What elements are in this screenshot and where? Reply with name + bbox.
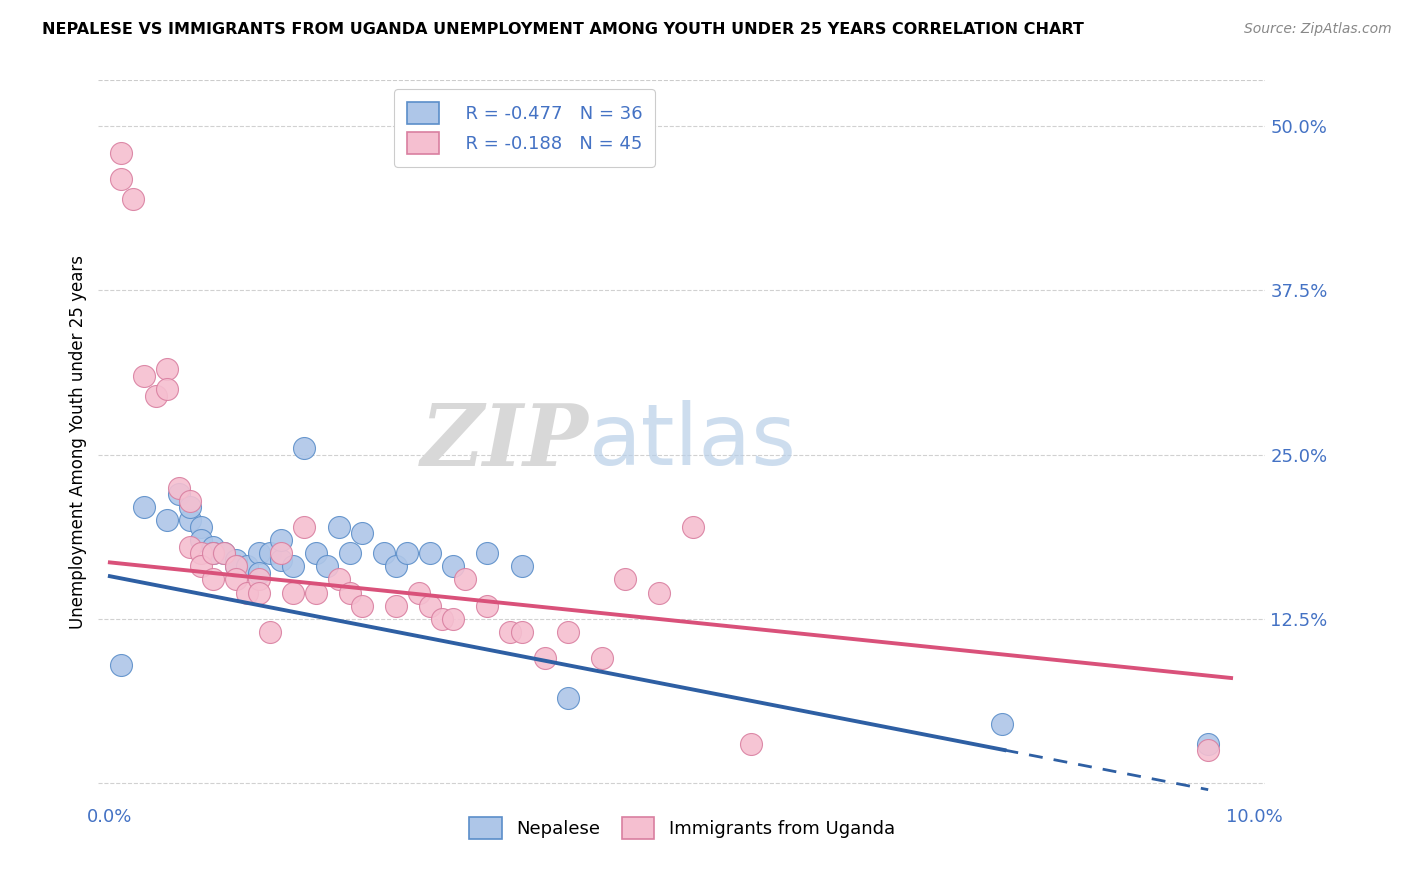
Point bbox=[328, 573, 350, 587]
Point bbox=[557, 625, 579, 640]
Point bbox=[156, 513, 179, 527]
Point bbox=[305, 546, 328, 560]
Point bbox=[1197, 737, 1219, 751]
Point bbox=[499, 625, 522, 640]
Point bbox=[179, 493, 201, 508]
Point bbox=[156, 362, 179, 376]
Text: ZIP: ZIP bbox=[420, 400, 589, 483]
Point bbox=[441, 612, 464, 626]
Point bbox=[648, 585, 671, 599]
Point bbox=[510, 559, 533, 574]
Point bbox=[740, 737, 762, 751]
Point bbox=[110, 657, 132, 672]
Point bbox=[201, 540, 224, 554]
Point bbox=[682, 520, 704, 534]
Point bbox=[339, 585, 361, 599]
Point bbox=[121, 192, 143, 206]
Point bbox=[396, 546, 419, 560]
Text: atlas: atlas bbox=[589, 400, 797, 483]
Point bbox=[247, 585, 270, 599]
Point bbox=[225, 559, 247, 574]
Point bbox=[419, 546, 441, 560]
Point bbox=[190, 520, 212, 534]
Point bbox=[305, 585, 328, 599]
Point bbox=[236, 585, 259, 599]
Point bbox=[350, 599, 373, 613]
Point bbox=[419, 599, 441, 613]
Point bbox=[110, 171, 132, 186]
Point bbox=[259, 625, 281, 640]
Text: NEPALESE VS IMMIGRANTS FROM UGANDA UNEMPLOYMENT AMONG YOUTH UNDER 25 YEARS CORRE: NEPALESE VS IMMIGRANTS FROM UGANDA UNEMP… bbox=[42, 22, 1084, 37]
Point bbox=[145, 388, 167, 402]
Point bbox=[259, 546, 281, 560]
Point bbox=[201, 546, 224, 560]
Point bbox=[533, 651, 555, 665]
Point bbox=[201, 573, 224, 587]
Point bbox=[281, 585, 304, 599]
Y-axis label: Unemployment Among Youth under 25 years: Unemployment Among Youth under 25 years bbox=[69, 254, 87, 629]
Point bbox=[1197, 743, 1219, 757]
Point bbox=[591, 651, 613, 665]
Point bbox=[167, 481, 190, 495]
Point bbox=[328, 520, 350, 534]
Text: Source: ZipAtlas.com: Source: ZipAtlas.com bbox=[1244, 22, 1392, 37]
Point bbox=[214, 546, 236, 560]
Point bbox=[214, 546, 236, 560]
Point bbox=[510, 625, 533, 640]
Point bbox=[225, 553, 247, 567]
Point bbox=[441, 559, 464, 574]
Point bbox=[236, 559, 259, 574]
Point bbox=[557, 690, 579, 705]
Point bbox=[292, 520, 315, 534]
Point bbox=[613, 573, 636, 587]
Point bbox=[373, 546, 395, 560]
Point bbox=[190, 533, 212, 547]
Point bbox=[408, 585, 430, 599]
Point bbox=[247, 566, 270, 580]
Point bbox=[270, 553, 292, 567]
Point bbox=[167, 487, 190, 501]
Point bbox=[201, 546, 224, 560]
Point bbox=[225, 573, 247, 587]
Point bbox=[350, 526, 373, 541]
Point bbox=[385, 559, 408, 574]
Point bbox=[110, 145, 132, 160]
Point bbox=[270, 546, 292, 560]
Point bbox=[156, 382, 179, 396]
Point bbox=[430, 612, 453, 626]
Point bbox=[190, 559, 212, 574]
Point bbox=[134, 500, 156, 515]
Point bbox=[270, 533, 292, 547]
Point bbox=[316, 559, 339, 574]
Point bbox=[991, 717, 1014, 731]
Point bbox=[190, 546, 212, 560]
Legend: Nepalese, Immigrants from Uganda: Nepalese, Immigrants from Uganda bbox=[460, 808, 904, 848]
Point bbox=[179, 513, 201, 527]
Point bbox=[247, 573, 270, 587]
Point bbox=[281, 559, 304, 574]
Point bbox=[477, 546, 499, 560]
Point bbox=[179, 540, 201, 554]
Point bbox=[225, 559, 247, 574]
Point bbox=[477, 599, 499, 613]
Point bbox=[292, 441, 315, 455]
Point bbox=[339, 546, 361, 560]
Point bbox=[134, 368, 156, 383]
Point bbox=[385, 599, 408, 613]
Point bbox=[247, 546, 270, 560]
Point bbox=[179, 500, 201, 515]
Point bbox=[453, 573, 475, 587]
